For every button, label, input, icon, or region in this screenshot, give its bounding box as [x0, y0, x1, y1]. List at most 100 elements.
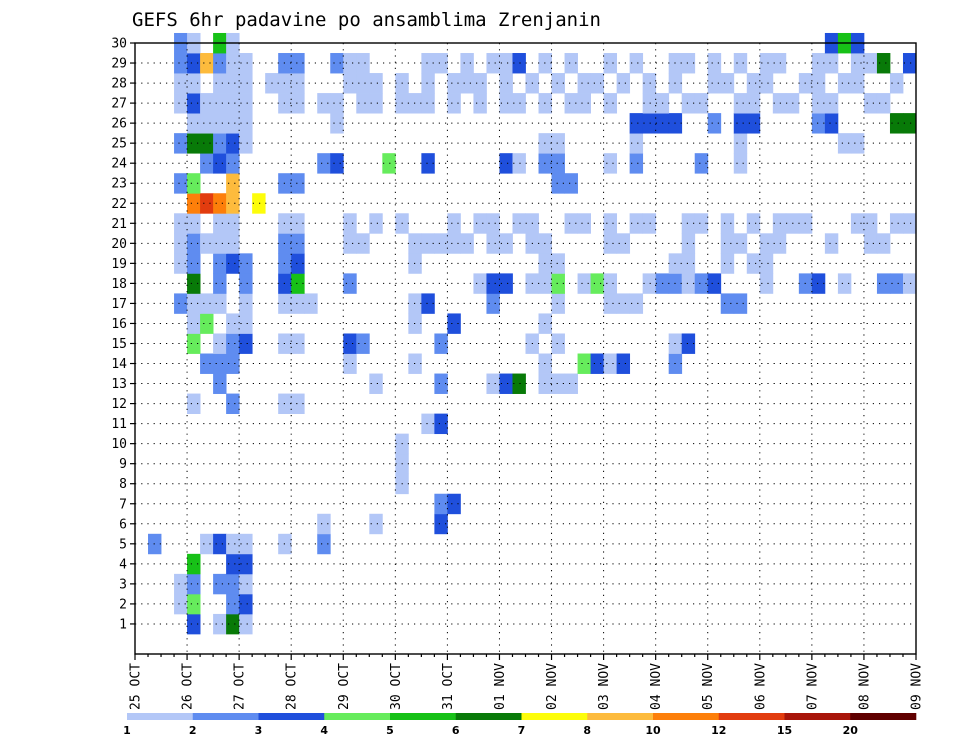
heatmap-cell: [486, 373, 500, 394]
heatmap-cell: [213, 213, 227, 234]
heatmap-cell: [759, 73, 774, 94]
heatmap-cell: [603, 273, 618, 294]
y-tick-label: 18: [111, 277, 127, 292]
heatmap-cell: [850, 73, 865, 94]
heatmap-cell: [200, 293, 214, 314]
x-tick-label: 07 NOV: [805, 663, 820, 710]
heatmap-cell: [876, 273, 891, 294]
heatmap-cell: [187, 573, 201, 595]
heatmap-cell: [226, 313, 240, 334]
heatmap-cell: [356, 93, 370, 114]
heatmap-cell: [239, 73, 253, 94]
y-tick-label: 3: [119, 577, 127, 592]
y-tick-label: 8: [119, 477, 127, 492]
heatmap-cell: [226, 573, 240, 595]
heatmap-cell: [629, 213, 644, 234]
heatmap-cell: [681, 333, 696, 354]
legend-level-label: 6: [452, 724, 460, 737]
heatmap-cell: [226, 593, 240, 615]
heatmap-cell: [239, 293, 253, 314]
heatmap-cell: [317, 513, 331, 535]
heatmap-cell: [564, 213, 578, 234]
legend-level-label: 1: [123, 724, 131, 737]
heatmap-cell: [811, 273, 826, 294]
heatmap-cell: [486, 53, 500, 74]
heatmap-cell: [447, 213, 461, 234]
legend-level-label: 10: [645, 724, 661, 737]
heatmap-cell: [187, 93, 201, 114]
heatmap-cell: [343, 333, 357, 354]
heatmap-cell: [239, 53, 253, 74]
heatmap-cell: [382, 153, 396, 174]
heatmap-cell: [733, 53, 748, 74]
heatmap-cell: [733, 293, 748, 314]
heatmap-cell: [824, 53, 839, 74]
heatmap-cell: [213, 53, 227, 74]
heatmap-cell: [213, 193, 227, 214]
heatmap-cell: [434, 513, 448, 535]
heatmap-cell: [499, 153, 513, 174]
heatmap-cell: [213, 93, 227, 114]
heatmap-cell: [642, 273, 657, 294]
y-tick-label: 14: [111, 357, 127, 372]
heatmap-cell: [213, 333, 227, 354]
heatmap-cell: [590, 273, 604, 294]
heatmap-cell: [291, 233, 305, 254]
heatmap-cell: [200, 193, 214, 214]
heatmap-cell: [213, 253, 227, 274]
heatmap-cell: [447, 493, 461, 515]
y-tick-label: 26: [111, 117, 127, 132]
heatmap-cell: [421, 233, 435, 254]
heatmap-cell: [213, 573, 227, 595]
legend-swatch: [521, 713, 588, 720]
heatmap-cell: [551, 273, 565, 294]
heatmap-cell: [447, 313, 461, 334]
y-tick-label: 7: [119, 497, 127, 512]
heatmap-cell: [200, 133, 214, 154]
heatmap-cell: [512, 53, 526, 74]
heatmap-cell: [291, 173, 305, 194]
heatmap-cell: [681, 273, 696, 294]
x-tick-label: 29 OCT: [337, 663, 352, 710]
heatmap-cell: [551, 153, 565, 174]
heatmap-cell: [876, 93, 891, 114]
x-tick-label: 26 OCT: [181, 663, 196, 710]
heatmap-cell: [239, 113, 253, 134]
chart-title: GEFS 6hr padavine po ansamblima Zrenjani…: [132, 9, 601, 31]
heatmap-cell: [239, 593, 253, 615]
heatmap-cell: [759, 253, 774, 274]
heatmap-cell: [239, 333, 253, 354]
heatmap-cell: [187, 333, 201, 354]
heatmap-cell: [681, 53, 696, 74]
heatmap-cell: [499, 93, 513, 114]
heatmap-cell: [226, 533, 240, 555]
heatmap-cell: [226, 393, 240, 414]
heatmap-cell: [577, 353, 591, 374]
y-tick-label: 16: [111, 317, 127, 332]
heatmap-cell: [317, 93, 331, 114]
heatmap-cell: [226, 53, 240, 74]
heatmap-cell: [239, 313, 253, 334]
heatmap-cell: [603, 93, 618, 114]
heatmap-cell: [421, 53, 435, 74]
heatmap-cell: [772, 213, 787, 234]
heatmap-cell: [460, 73, 474, 94]
heatmap-cell: [369, 73, 383, 94]
heatmap-cell: [213, 533, 227, 555]
heatmap-cell: [616, 293, 631, 314]
heatmap-cell: [330, 113, 344, 134]
heatmap-cell: [174, 173, 188, 194]
heatmap-cell: [473, 273, 487, 294]
heatmap-cell: [226, 193, 240, 214]
heatmap-cell: [356, 73, 370, 94]
heatmap-cell: [499, 53, 513, 74]
heatmap-cell: [369, 93, 383, 114]
y-tick-label: 22: [111, 197, 127, 212]
heatmap-cell: [837, 133, 852, 154]
heatmap-cell: [837, 273, 852, 294]
heatmap-cell: [174, 133, 188, 154]
y-tick-label: 29: [111, 57, 127, 72]
heatmap-cell: [824, 233, 839, 254]
heatmap-cell: [213, 153, 227, 174]
heatmap-cell: [707, 53, 722, 74]
